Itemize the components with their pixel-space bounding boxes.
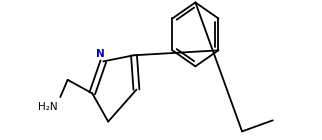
Text: H₂N: H₂N <box>38 102 58 112</box>
Text: N: N <box>96 49 105 59</box>
